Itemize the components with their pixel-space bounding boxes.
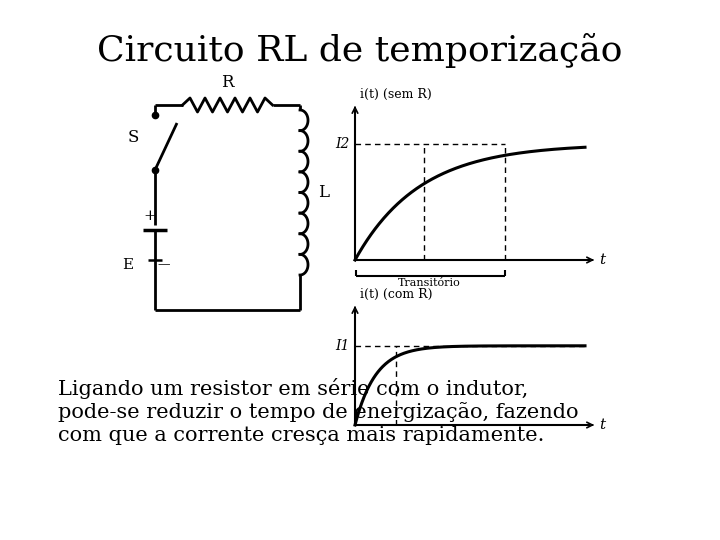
Text: I2: I2: [336, 137, 350, 151]
Text: t: t: [599, 418, 605, 432]
Text: Transitório: Transitório: [398, 278, 461, 288]
Text: i(t) (sem R): i(t) (sem R): [360, 88, 432, 101]
Text: I1: I1: [336, 339, 350, 353]
Text: pode-se reduzir o tempo de energização, fazendo: pode-se reduzir o tempo de energização, …: [58, 402, 578, 422]
Text: —: —: [157, 259, 169, 272]
Text: Circuito RL de temporização: Circuito RL de temporização: [97, 32, 623, 68]
Text: +: +: [143, 209, 156, 223]
Text: S: S: [127, 129, 139, 146]
Text: i(t) (com R): i(t) (com R): [360, 288, 433, 301]
Text: t: t: [599, 253, 605, 267]
Text: L: L: [318, 184, 329, 201]
Text: com que a corrente cresça mais rapidamente.: com que a corrente cresça mais rapidamen…: [58, 426, 544, 445]
Text: R: R: [221, 74, 234, 91]
Text: Ligando um resistor em série com o indutor,: Ligando um resistor em série com o indut…: [58, 378, 528, 399]
Text: E: E: [122, 258, 133, 272]
